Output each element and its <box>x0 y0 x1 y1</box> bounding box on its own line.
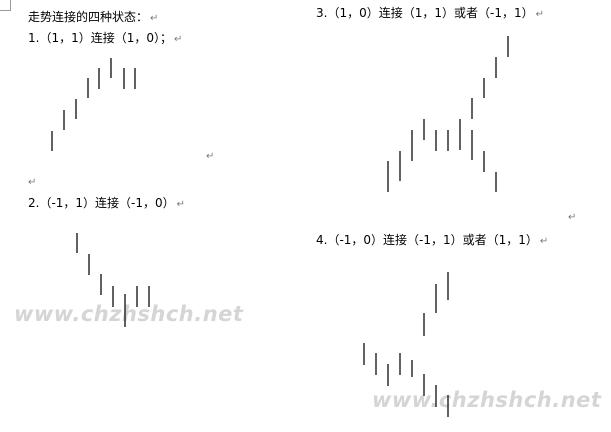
paragraph-mark: ↵ <box>568 212 577 223</box>
paragraph-mark: ↵ <box>535 9 544 20</box>
heading: 走势连接的四种状态： <box>28 10 149 24</box>
heading-line: 走势连接的四种状态： ↵ <box>28 10 158 26</box>
section-3-line: 3.（1，0）连接（1，1）或者（-1，1） ↵ <box>316 6 544 22</box>
watermark-left: www.chzhshch.net <box>14 302 244 326</box>
paragraph-mark: ↵ <box>150 13 159 24</box>
watermark-right: www.chzhshch.net <box>372 388 602 412</box>
paragraph-mark: ↵ <box>176 199 186 210</box>
paragraph-mark: ↵ <box>206 151 215 162</box>
paragraph-mark: ↵ <box>28 177 37 188</box>
paragraph-mark: ↵ <box>539 236 549 247</box>
section-2-label: 2.（-1，1）连接（-1，0） <box>28 196 175 210</box>
section-3-label: 3.（1，0）连接（1，1）或者（-1，1） <box>316 6 534 20</box>
section-1-label: 1.（1，1）连接（1，0）； <box>28 31 172 45</box>
bar-group <box>51 36 509 417</box>
section-4-label: 4.（-1，0）连接（-1，1）或者（1，1） <box>316 233 538 247</box>
paragraph-mark: ↵ <box>174 34 183 45</box>
section-2-line: 2.（-1，1）连接（-1，0） ↵ <box>28 196 185 212</box>
page-corner-marker <box>0 0 11 11</box>
section-4-line: 4.（-1，0）连接（-1，1）或者（1，1） ↵ <box>316 233 548 249</box>
section-1-line: 1.（1，1）连接（1，0）； ↵ <box>28 31 182 47</box>
